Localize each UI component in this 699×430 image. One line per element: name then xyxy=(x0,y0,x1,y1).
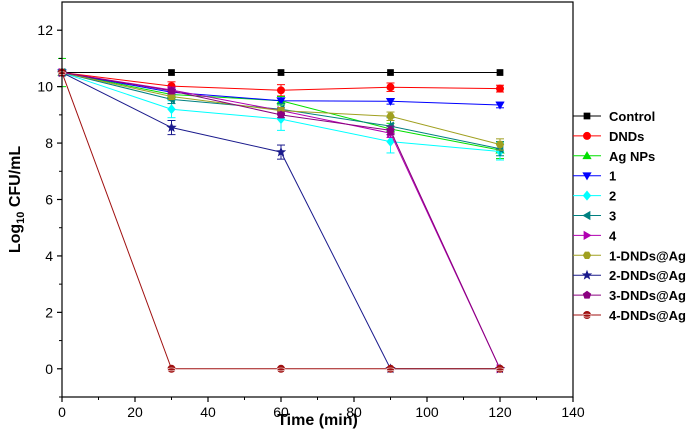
data-point xyxy=(386,125,395,134)
legend-item: Ag NPs xyxy=(573,149,655,164)
legend-marker xyxy=(582,151,592,160)
data-point xyxy=(386,364,395,373)
legend-label: 3 xyxy=(609,209,616,224)
data-point xyxy=(168,69,175,76)
series-group xyxy=(56,57,506,374)
x-tick-label: 20 xyxy=(127,404,143,420)
sphere-body xyxy=(277,364,285,373)
sphere-band xyxy=(276,367,286,372)
legend-marker xyxy=(583,131,591,140)
data-point xyxy=(167,104,176,115)
data-point xyxy=(387,69,394,76)
data-point xyxy=(276,364,286,373)
sphere-band xyxy=(386,367,395,372)
y-tick-label: 12 xyxy=(37,22,53,38)
legend-item: 2-DNDs@Ag xyxy=(573,268,686,283)
data-point xyxy=(386,83,395,92)
legend-label: 1 xyxy=(609,169,616,184)
y-tick-label: 10 xyxy=(37,79,53,95)
y-axis-title-main: Log xyxy=(7,224,24,253)
sphere-body xyxy=(496,364,504,373)
sphere-body xyxy=(386,364,395,373)
legend-label: Ag NPs xyxy=(609,149,655,164)
data-point xyxy=(277,86,285,95)
legend-marker xyxy=(581,269,593,280)
data-point xyxy=(167,364,176,373)
legend-item: 3 xyxy=(573,209,616,224)
data-point xyxy=(167,92,176,101)
sphere-body xyxy=(583,311,591,319)
data-point xyxy=(277,69,285,76)
data-point xyxy=(166,122,177,132)
legend-label: DNDs xyxy=(609,129,644,144)
legend-label: 1-DNDs@Ag xyxy=(609,248,686,263)
y-tick-label: 4 xyxy=(45,248,53,264)
legend-item: Control xyxy=(573,109,655,124)
data-point xyxy=(386,112,395,120)
sphere-band xyxy=(167,367,176,372)
legend-label: 4-DNDs@Ag xyxy=(609,308,686,323)
x-axis-title: Time (min) xyxy=(277,412,358,429)
legend-marker xyxy=(583,112,591,120)
legend-item: 4-DNDs@Ag xyxy=(573,308,686,323)
axes-group: 0 20 40 60 80 100 120 140 0 2 4 6 8 10 12 xyxy=(37,1,585,420)
legend-marker xyxy=(582,210,591,221)
x-tick-label: 80 xyxy=(346,404,362,420)
x-tick-label: 60 xyxy=(273,404,289,420)
legend-marker xyxy=(582,311,592,319)
data-point xyxy=(496,84,504,93)
legend-label: 3-DNDs@Ag xyxy=(609,288,686,303)
y-axis-title: Log10 CFU/mL xyxy=(7,146,27,254)
legend-label: 4 xyxy=(609,228,617,243)
x-tick-label: 100 xyxy=(415,404,439,420)
sphere-band xyxy=(582,313,592,318)
legend-label: 2 xyxy=(609,189,616,204)
legend-marker xyxy=(582,190,592,201)
legend-label: Control xyxy=(609,109,655,124)
data-point xyxy=(495,140,505,149)
legend-marker xyxy=(583,230,592,241)
plot-frame xyxy=(61,1,574,398)
series-control xyxy=(58,69,504,76)
legend: Control DNDs Ag NPs 1 2 3 4 1-DNDs@Ag 2-DNDs@Ag 3… xyxy=(573,109,686,323)
legend-item: DNDs xyxy=(573,129,644,144)
y-axis-title-subscript: 10 xyxy=(15,212,27,224)
legend-item: 3-DNDs@Ag xyxy=(573,288,686,303)
legend-item: 2 xyxy=(573,189,616,204)
legend-marker xyxy=(582,290,592,299)
data-point xyxy=(495,101,505,110)
y-tick-label: 2 xyxy=(45,304,53,320)
data-point xyxy=(385,97,396,106)
y-tick-label: 8 xyxy=(45,135,53,151)
legend-label: 2-DNDs@Ag xyxy=(609,268,686,283)
y-axis-title-rest: CFU/mL xyxy=(7,146,24,212)
x-tick-label: 120 xyxy=(488,404,512,420)
legend-item: 1 xyxy=(573,169,616,184)
data-point xyxy=(386,136,395,147)
series-3-dnds-ag xyxy=(57,68,505,373)
data-point xyxy=(275,146,287,157)
y-tick-label: 0 xyxy=(45,361,53,377)
data-point xyxy=(276,97,286,106)
data-point xyxy=(496,69,504,76)
legend-item: 4 xyxy=(573,228,617,243)
x-tick-label: 0 xyxy=(58,404,66,420)
y-tick-label: 6 xyxy=(45,192,53,208)
legend-marker xyxy=(582,251,592,259)
sphere-body xyxy=(167,364,176,373)
data-point xyxy=(276,110,286,119)
legend-marker xyxy=(582,172,592,181)
legend-item: 1-DNDs@Ag xyxy=(573,248,686,263)
x-tick-label: 40 xyxy=(200,404,216,420)
x-tick-label: 140 xyxy=(561,404,585,420)
sphere-band xyxy=(495,367,505,372)
data-point xyxy=(495,364,505,373)
data-point xyxy=(167,86,176,95)
